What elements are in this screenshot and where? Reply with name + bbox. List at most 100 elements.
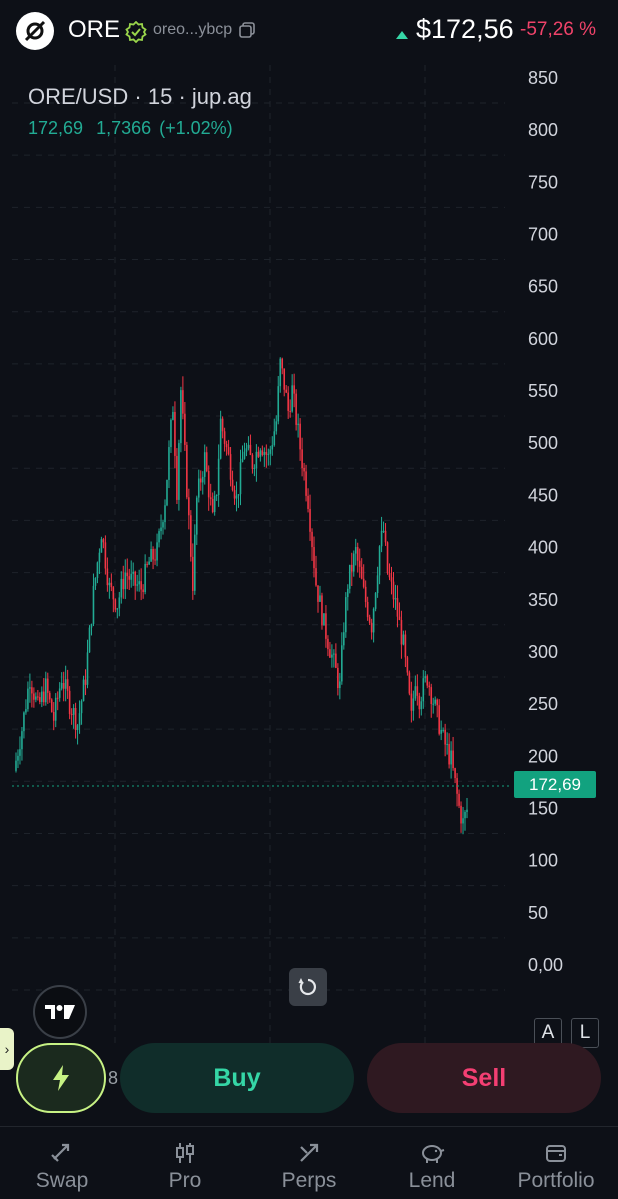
- candle-body: [458, 793, 460, 806]
- legend-separator: ·: [134, 84, 142, 109]
- nav-label: Lend: [408, 1169, 456, 1192]
- candle-body: [138, 581, 140, 585]
- candle-body: [60, 682, 63, 689]
- candle-body: [446, 743, 448, 745]
- candle-body: [142, 589, 144, 593]
- candle-body: [309, 508, 311, 532]
- log-scale-button[interactable]: L: [571, 1018, 599, 1048]
- candle-body: [96, 562, 99, 578]
- candle-body: [205, 452, 208, 471]
- candle-body: [229, 454, 232, 480]
- candle-body: [186, 444, 188, 498]
- candle-body: [368, 617, 371, 623]
- candle-body: [416, 686, 419, 696]
- y-tick-label: 50: [528, 903, 548, 923]
- candle-body: [448, 743, 450, 765]
- token-address[interactable]: oreo...ybcp: [153, 21, 233, 38]
- candle-body: [44, 678, 47, 703]
- candle-body: [180, 390, 182, 444]
- sell-button[interactable]: Sell: [367, 1043, 601, 1113]
- candle-body: [434, 699, 437, 704]
- candle-body: [217, 458, 220, 495]
- candle-body: [408, 672, 411, 694]
- candle-body: [90, 623, 93, 628]
- y-tick-label: 100: [528, 851, 558, 871]
- candle-body: [386, 542, 389, 573]
- candle-body: [315, 568, 317, 586]
- tradingview-logo-icon[interactable]: [33, 985, 87, 1039]
- candle-body: [219, 418, 222, 459]
- nav-item-perps[interactable]: Perps: [254, 1141, 364, 1193]
- legend-change: 1,7366: [96, 118, 152, 138]
- buy-button[interactable]: Buy: [120, 1043, 354, 1113]
- candle-body: [15, 760, 17, 771]
- candle-body: [174, 411, 176, 456]
- candle-body: [243, 451, 246, 459]
- candle-body: [345, 597, 347, 633]
- candle-body: [436, 699, 438, 706]
- candle-body: [104, 542, 107, 569]
- candle-body: [112, 587, 115, 600]
- candle-body: [265, 451, 268, 455]
- candle-body: [237, 494, 240, 496]
- candle-body: [102, 539, 105, 543]
- candle-body: [114, 599, 117, 610]
- candle-body: [140, 581, 142, 590]
- candle-body: [170, 419, 172, 448]
- candle-body: [231, 479, 234, 491]
- candle-body: [293, 385, 295, 394]
- candle-body: [263, 451, 266, 455]
- candle-body: [370, 622, 373, 633]
- candle-body: [64, 679, 67, 689]
- candle-body: [156, 542, 158, 561]
- candle-body: [301, 449, 303, 468]
- nav-item-pro[interactable]: Pro: [130, 1141, 240, 1193]
- candle-body: [66, 679, 69, 691]
- candle-body: [21, 731, 23, 750]
- quick-trade-button[interactable]: [16, 1043, 106, 1113]
- candle-body: [438, 705, 440, 734]
- y-tick-label: 850: [528, 68, 558, 88]
- nav-item-lend[interactable]: Lend: [377, 1141, 487, 1193]
- chart-interval: 15: [147, 84, 173, 109]
- candle-body: [406, 657, 409, 673]
- candle-body: [261, 450, 264, 455]
- candle-body: [271, 445, 274, 450]
- candle-body: [144, 563, 146, 593]
- reset-chart-button[interactable]: [289, 968, 327, 1006]
- candle-body: [86, 652, 89, 685]
- candle-body: [462, 818, 464, 824]
- candle-body: [176, 455, 178, 500]
- price-change: -57,26 %: [520, 19, 597, 40]
- candle-body: [251, 454, 254, 469]
- lightning-icon: [53, 1065, 69, 1091]
- copy-icon[interactable]: [238, 21, 256, 44]
- candle-body: [227, 447, 230, 455]
- candle-body: [19, 749, 21, 756]
- candle-body: [221, 418, 224, 432]
- candle-body: [195, 497, 198, 535]
- candle-body: [346, 588, 349, 598]
- candle-body: [54, 697, 57, 721]
- legend-separator: ·: [178, 84, 186, 109]
- candle-body: [360, 566, 363, 579]
- candle-body: [420, 701, 423, 710]
- side-panel-toggle[interactable]: ›: [0, 1028, 14, 1070]
- candle-body: [168, 447, 170, 480]
- candle-body: [209, 497, 212, 499]
- candle-body: [70, 713, 73, 715]
- candle-body: [241, 458, 244, 463]
- nav-item-portfolio[interactable]: Portfolio: [501, 1141, 611, 1193]
- nav-item-swap[interactable]: Swap: [7, 1141, 117, 1193]
- candle-body: [352, 553, 355, 572]
- candle-body: [130, 573, 133, 580]
- candle-body: [362, 578, 365, 587]
- candle-body: [343, 632, 345, 646]
- price-chart[interactable]: 850 800 750 700 650 600 550 500 450 400 350 300 250 2…: [0, 0, 618, 1043]
- candle-body: [418, 695, 421, 710]
- candle-body: [295, 393, 297, 425]
- candle-body: [388, 572, 391, 578]
- candle-body: [211, 498, 214, 513]
- candle-body: [25, 709, 27, 713]
- candle-body: [249, 444, 252, 455]
